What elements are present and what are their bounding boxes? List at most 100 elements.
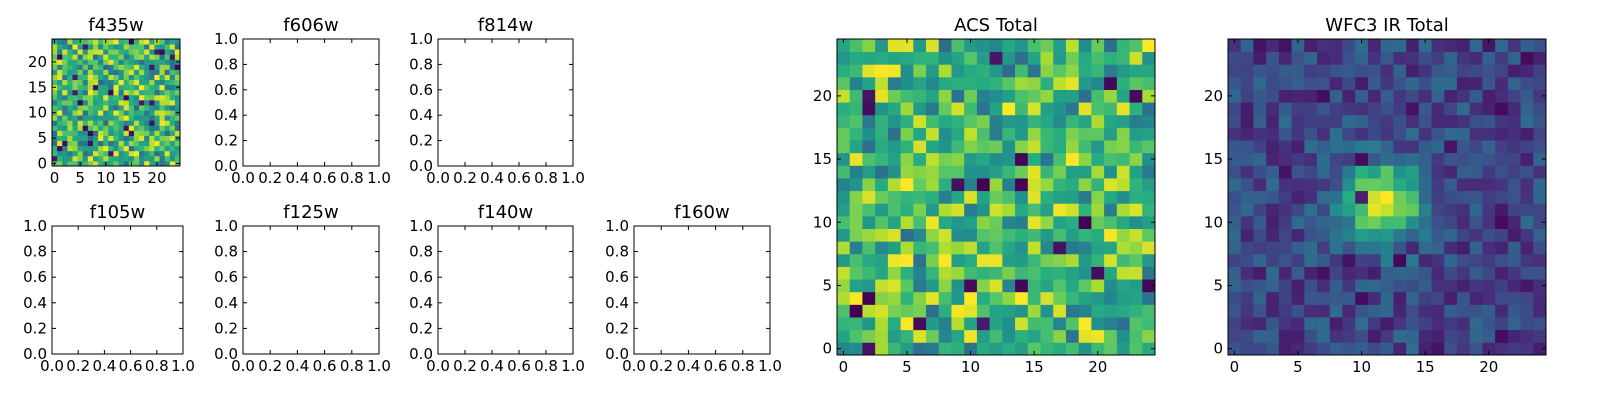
heatmap-cell — [1253, 279, 1267, 293]
heatmap-cell — [1495, 64, 1509, 78]
heatmap-cell — [67, 115, 73, 121]
heatmap-cell — [1355, 178, 1369, 192]
heatmap-cell — [938, 342, 952, 356]
heatmap-cell — [1533, 140, 1547, 154]
heatmap-cell — [926, 228, 940, 242]
heatmap-cell — [1380, 203, 1394, 217]
heatmap-cell — [174, 69, 181, 75]
heatmap-cell — [57, 39, 63, 45]
heatmap-cell — [1355, 39, 1369, 53]
heatmap-cell — [113, 120, 119, 126]
heatmap-cell — [875, 203, 889, 217]
heatmap-cell — [87, 150, 94, 157]
heatmap-cell — [1406, 203, 1420, 217]
x-tick-label: 0.2 — [453, 169, 477, 187]
heatmap-cell — [1355, 190, 1369, 204]
heatmap-cell — [169, 99, 176, 106]
heatmap-cell — [1431, 266, 1445, 280]
heatmap-cell — [1116, 127, 1130, 141]
heatmap-cell — [1040, 51, 1054, 65]
heatmap-cell — [862, 228, 876, 242]
heatmap-cell — [62, 115, 68, 121]
heatmap-cell — [1520, 228, 1534, 242]
heatmap-cell — [862, 266, 876, 280]
x-tick-label: 0.0 — [426, 357, 450, 375]
heatmap-cell — [1482, 215, 1496, 229]
heatmap-cell — [1406, 76, 1420, 90]
heatmap-cell — [913, 241, 927, 255]
heatmap-cell — [964, 304, 978, 318]
panel-title: f814w — [478, 15, 533, 36]
heatmap-cell — [144, 145, 150, 152]
heatmap-cell — [1015, 190, 1029, 204]
heatmap-cell — [951, 304, 965, 318]
heatmap-cell — [1142, 241, 1156, 255]
heatmap-cell — [1317, 279, 1331, 293]
heatmap-cell — [1444, 266, 1458, 280]
heatmap-cell — [1240, 190, 1254, 204]
heatmap-cell — [1380, 64, 1394, 78]
heatmap-cell — [77, 94, 84, 101]
heatmap-cell — [1507, 140, 1521, 154]
heatmap-cell — [1533, 291, 1547, 305]
heatmap-cell — [1040, 203, 1054, 217]
heatmap-cell — [926, 291, 940, 305]
y-tick-label: 0.6 — [409, 81, 433, 99]
heatmap-cell — [87, 125, 94, 131]
heatmap-cell — [926, 127, 940, 141]
heatmap-cell — [1355, 317, 1369, 331]
heatmap-cell — [1367, 64, 1382, 78]
heatmap-cell — [139, 160, 145, 167]
heatmap-cell — [1228, 241, 1242, 255]
heatmap-cell — [1027, 291, 1041, 305]
heatmap-cell — [128, 145, 135, 152]
heatmap-cell — [1078, 279, 1092, 293]
heatmap-cell — [926, 215, 940, 229]
heatmap-cell — [62, 125, 68, 131]
heatmap-cell — [1266, 190, 1280, 204]
heatmap-cell — [82, 89, 89, 96]
heatmap-cell — [128, 74, 135, 81]
heatmap-cell — [1278, 127, 1292, 141]
heatmap-cell — [62, 89, 68, 96]
heatmap-cell — [926, 253, 940, 267]
heatmap-cell — [1027, 342, 1041, 356]
heatmap-cell — [837, 317, 851, 331]
heatmap-cell — [862, 152, 876, 166]
heatmap-cell — [1393, 165, 1407, 179]
heatmap-cell — [139, 105, 145, 111]
heatmap-cell — [67, 105, 73, 111]
heatmap-cell — [164, 44, 171, 50]
heatmap-cell — [1520, 342, 1534, 356]
heatmap-cell — [976, 64, 991, 78]
heatmap-cell — [1142, 76, 1156, 90]
heatmap-cell — [1002, 76, 1016, 90]
heatmap-cell — [98, 64, 104, 70]
x-tick-label: 0.2 — [258, 357, 282, 375]
heatmap-cell — [128, 94, 135, 101]
x-tick-label: 0.8 — [145, 357, 169, 375]
heatmap-cell — [1253, 317, 1267, 331]
heatmap-cell — [1520, 102, 1534, 116]
heatmap-cell — [159, 64, 166, 70]
heatmap-cell — [139, 115, 145, 121]
heatmap-cell — [989, 178, 1003, 192]
heatmap-cell — [1253, 203, 1267, 217]
heatmap-cell — [1053, 266, 1067, 280]
heatmap-cell — [57, 94, 63, 101]
heatmap-cell — [92, 94, 99, 101]
heatmap-cell — [1393, 317, 1407, 331]
heatmap-cell — [149, 39, 155, 45]
heatmap-cell — [875, 291, 889, 305]
heatmap-cell — [118, 155, 125, 162]
heatmap-cell — [1116, 241, 1130, 255]
heatmap-cell — [1456, 304, 1471, 318]
heatmap-cell — [989, 329, 1003, 343]
heatmap-cell — [1456, 89, 1471, 103]
heatmap-cell — [72, 49, 78, 55]
heatmap-cell — [52, 64, 58, 70]
heatmap-cell — [154, 140, 160, 147]
heatmap-cell — [72, 59, 78, 65]
heatmap-cell — [1253, 291, 1267, 305]
heatmap-cell — [964, 190, 978, 204]
